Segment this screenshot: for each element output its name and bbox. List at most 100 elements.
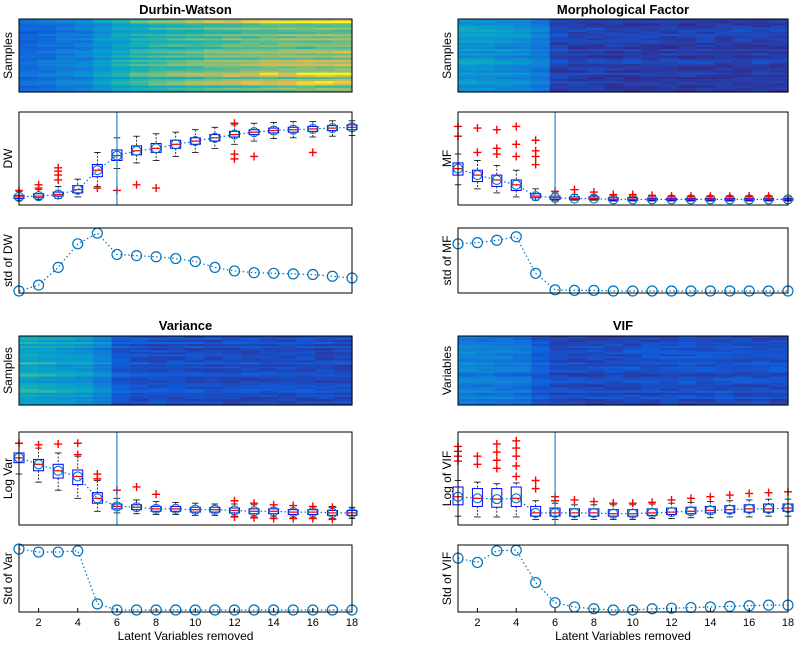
- heatmap-cell: [586, 374, 606, 378]
- heatmap-cell: [259, 76, 279, 80]
- heatmap-cell: [185, 394, 205, 398]
- heatmap-cell: [733, 390, 752, 394]
- heatmap-cell: [513, 342, 532, 345]
- heatmap-cell: [568, 27, 587, 31]
- heatmap-cell: [93, 358, 113, 361]
- heatmap-cell: [531, 382, 551, 386]
- heatmap-cell: [222, 388, 242, 392]
- heatmap-cell: [751, 85, 771, 89]
- heatmap-cell: [586, 392, 606, 396]
- heatmap-cell: [241, 348, 261, 351]
- box-body: [491, 488, 503, 508]
- heatmap-cell: [167, 344, 187, 347]
- median-marker: [249, 127, 260, 138]
- heatmap-cell: [130, 386, 150, 390]
- heatmap-cell: [476, 340, 496, 343]
- heatmap-cell: [148, 89, 168, 93]
- heatmap-cell: [296, 358, 316, 361]
- heatmap-cell: [259, 89, 279, 93]
- heatmap-cell: [148, 356, 168, 359]
- heatmap-cell: [278, 87, 298, 91]
- heatmap-cell: [586, 362, 606, 366]
- heatmap-cell: [259, 85, 279, 89]
- heatmap-cell: [549, 368, 569, 372]
- heatmap-cell: [241, 25, 261, 29]
- heatmap-cell: [659, 384, 679, 388]
- heatmap-cell: [696, 53, 716, 57]
- heatmap-cell: [586, 49, 606, 52]
- heatmap-cell: [458, 374, 477, 378]
- heatmap-cell: [678, 352, 697, 355]
- std-point: [52, 261, 64, 273]
- heatmap-cell: [111, 376, 131, 380]
- heatmap-cell: [458, 76, 477, 80]
- heatmap-cell: [19, 36, 39, 39]
- heatmap-cell: [167, 68, 187, 72]
- heatmap-cell: [494, 366, 514, 370]
- heatmap-cell: [641, 23, 661, 27]
- heatmap-cell: [604, 382, 624, 386]
- std-point: [268, 604, 280, 616]
- heatmap-cell: [37, 76, 57, 80]
- heatmap-cell: [641, 388, 661, 392]
- heatmap-cell: [549, 344, 569, 347]
- heatmap-cell: [531, 376, 551, 380]
- heatmap-cell: [111, 364, 131, 368]
- heatmap-cell: [93, 74, 113, 78]
- heatmap-cell: [604, 72, 624, 76]
- heatmap-cell: [333, 374, 353, 378]
- heatmap-cell: [769, 55, 789, 59]
- heatmap-cell: [148, 83, 168, 87]
- heatmap-cell: [296, 85, 316, 89]
- heatmap-cell: [659, 380, 679, 384]
- heatmap-cell: [296, 89, 316, 93]
- heatmap-cell: [93, 36, 113, 39]
- heatmap-cell: [241, 398, 261, 402]
- heatmap-cell: [148, 352, 168, 355]
- box-12: [666, 502, 678, 519]
- heatmap-cell: [549, 390, 569, 394]
- heatmap-cell: [531, 55, 551, 59]
- heatmap-cell: [259, 25, 279, 29]
- outlier-marker: [473, 452, 482, 461]
- heatmap-cell: [167, 376, 187, 380]
- heatmap-cell: [623, 356, 642, 359]
- heatmap-cell: [37, 388, 57, 392]
- heatmap-cell: [549, 89, 569, 93]
- heatmap-cell: [278, 352, 298, 355]
- heatmap-cell: [751, 360, 771, 363]
- heatmap-cell: [586, 19, 606, 22]
- heatmap-cell: [494, 57, 514, 61]
- heatmap-cell: [623, 386, 642, 390]
- heatmap-cell: [604, 68, 624, 72]
- heatmap-cell: [494, 51, 514, 54]
- heatmap-cell: [296, 64, 316, 67]
- heatmap-cell: [130, 350, 150, 353]
- heatmap-cell: [37, 366, 57, 370]
- heatmap-cell: [222, 19, 242, 22]
- heatmap-cell: [513, 372, 532, 376]
- heatmap-cell: [93, 372, 113, 376]
- heatmap-cell: [204, 46, 224, 50]
- heatmap-cell: [678, 342, 697, 345]
- heatmap-cell: [678, 34, 697, 37]
- heatmap-cell: [513, 400, 532, 404]
- heatmap-cell: [549, 394, 569, 398]
- heatmap-cell: [751, 72, 771, 76]
- heatmap-cell: [296, 376, 316, 380]
- heatmap-cell: [623, 394, 642, 398]
- heatmap-cell: [148, 394, 168, 398]
- heatmap-cell: [130, 356, 150, 359]
- heatmap-cell: [623, 55, 642, 59]
- heatmap-cell: [696, 68, 716, 72]
- heatmap-cell: [185, 344, 205, 347]
- heatmap-cell: [623, 51, 642, 54]
- heatmap-cell: [733, 40, 752, 44]
- heatmap-cell: [494, 384, 514, 388]
- heatmap-cell: [333, 340, 353, 343]
- heatmap-cell: [696, 366, 716, 370]
- heatmap-cell: [696, 79, 716, 82]
- heatmap-cell: [458, 370, 477, 374]
- std-point: [549, 284, 561, 296]
- heatmap-cell: [185, 70, 205, 74]
